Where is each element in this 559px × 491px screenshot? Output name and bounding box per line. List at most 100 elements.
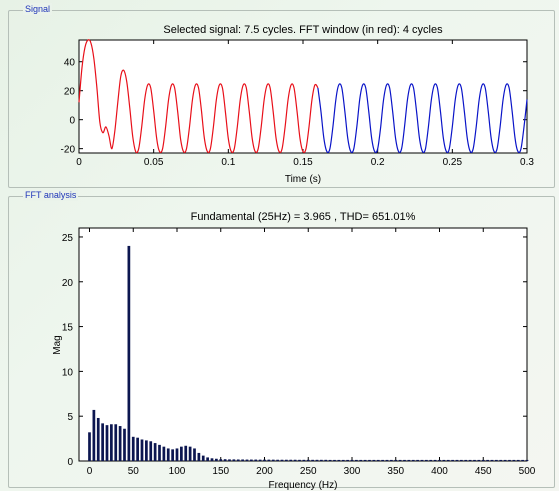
fft-bar — [499, 459, 503, 461]
fft-bar — [271, 459, 275, 461]
fft-bar — [315, 459, 319, 461]
fft-bar — [153, 443, 157, 461]
fft-bar — [245, 459, 249, 461]
fft-y-tick-label: 15 — [62, 323, 74, 334]
fft-bar — [289, 459, 293, 461]
signal-panel-title: Signal — [23, 3, 53, 15]
fft-bar — [333, 459, 336, 461]
fft-bar — [162, 446, 166, 461]
fft-bar — [105, 425, 109, 461]
fft-bar — [442, 459, 446, 461]
fft-bar — [481, 459, 485, 461]
fft-bar — [215, 458, 218, 461]
fft-x-tick-label: 300 — [344, 466, 361, 477]
fft-x-axis-label: Frequency (Hz) — [269, 480, 338, 491]
fft-bar — [96, 417, 100, 461]
fft-bar — [381, 459, 384, 461]
fft-panel: FFT analysis — [8, 189, 555, 488]
signal-x-tick-label: 0 — [76, 157, 82, 168]
fft-bar — [201, 455, 205, 461]
fft-bar — [298, 459, 301, 461]
fft-bar — [407, 459, 411, 461]
signal-y-tick-label: 20 — [64, 87, 76, 98]
fft-bar — [516, 459, 520, 461]
fft-panel-title: FFT analysis — [23, 189, 79, 201]
fft-bar — [508, 459, 511, 461]
signal-chart-title: Selected signal: 7.5 cycles. FFT window … — [163, 24, 443, 36]
fft-bar — [355, 459, 358, 461]
fft-bar — [385, 459, 389, 461]
fft-bar — [118, 426, 122, 461]
fft-bar — [263, 459, 266, 461]
fft-bar — [390, 459, 393, 461]
fft-plot-area — [78, 227, 528, 462]
fft-x-tick-label: 150 — [212, 466, 229, 477]
fft-bar — [337, 459, 341, 461]
fft-axis-ticks: 0 50 100 150 200 250 300 350 400 450 500 0 5 10 15 20 25 — [62, 228, 536, 477]
signal-chart: Selected signal: 7.5 cycles. FFT window … — [61, 24, 535, 185]
fft-bar — [166, 448, 170, 461]
fft-x-tick-label: 0 — [87, 466, 93, 477]
fft-x-tick-label: 500 — [519, 466, 536, 477]
fft-bar — [228, 459, 231, 461]
fft-bar — [232, 459, 236, 461]
fft-bar — [398, 459, 402, 461]
signal-y-tick-label: 40 — [64, 58, 76, 69]
fft-bar — [293, 459, 297, 461]
fft-bar — [250, 459, 253, 461]
fft-chart-title: Fundamental (25Hz) = 3.965 , THD= 651.01… — [191, 211, 416, 223]
fft-bar — [455, 459, 459, 461]
fft-y-tick-label: 25 — [62, 233, 74, 244]
fft-bar — [92, 409, 96, 461]
fft-bar — [320, 459, 323, 461]
fft-bar — [280, 459, 284, 461]
fft-x-tick-label: 200 — [256, 466, 273, 477]
signal-x-tick-label: 0.3 — [520, 157, 534, 168]
signal-x-tick-label: 0.15 — [293, 157, 313, 168]
signal-x-axis-label: Time (s) — [285, 174, 321, 185]
fft-bar — [210, 458, 214, 461]
fft-x-tick-label: 250 — [300, 466, 317, 477]
fft-bar — [372, 459, 376, 461]
fft-bar — [363, 459, 367, 461]
fft-bar — [495, 459, 498, 461]
fft-bar — [403, 459, 406, 461]
fft-bars — [88, 245, 529, 461]
fft-bar — [241, 459, 244, 461]
fft-bar — [302, 459, 306, 461]
fft-bar — [420, 459, 424, 461]
fft-bar — [468, 459, 472, 461]
fft-bar — [206, 457, 209, 461]
fft-bar — [346, 459, 349, 461]
fft-bar — [341, 459, 345, 461]
fft-bar — [188, 446, 192, 461]
signal-series-selected-window — [78, 39, 319, 154]
fft-bar — [110, 424, 113, 461]
fft-y-tick-label: 5 — [67, 412, 73, 423]
fft-bar — [433, 459, 437, 461]
fft-bar — [376, 459, 380, 461]
signal-x-tick-label: 0.1 — [221, 157, 235, 168]
fft-y-tick-label: 0 — [67, 457, 73, 468]
fft-bar — [324, 459, 328, 461]
fft-bar — [368, 459, 371, 461]
signal-series-remaining — [317, 83, 528, 154]
fft-chart: Fundamental (25Hz) = 3.965 , THD= 651.01… — [52, 211, 536, 491]
fft-bar — [446, 459, 450, 461]
fft-bar — [416, 459, 419, 461]
signal-x-tick-label: 0.25 — [443, 157, 463, 168]
fft-bar — [219, 459, 223, 461]
fft-bar — [197, 452, 201, 461]
fft-bar — [490, 459, 494, 461]
fft-bar — [438, 459, 441, 461]
fft-bar — [114, 424, 118, 461]
fft-bar — [311, 459, 314, 461]
fft-x-tick-label: 350 — [387, 466, 404, 477]
fft-bar — [88, 432, 91, 461]
signal-panel: Signal — [8, 3, 555, 188]
signal-x-tick-label: 0.05 — [144, 157, 164, 168]
fft-bar — [131, 436, 135, 461]
fft-bar — [473, 459, 476, 461]
